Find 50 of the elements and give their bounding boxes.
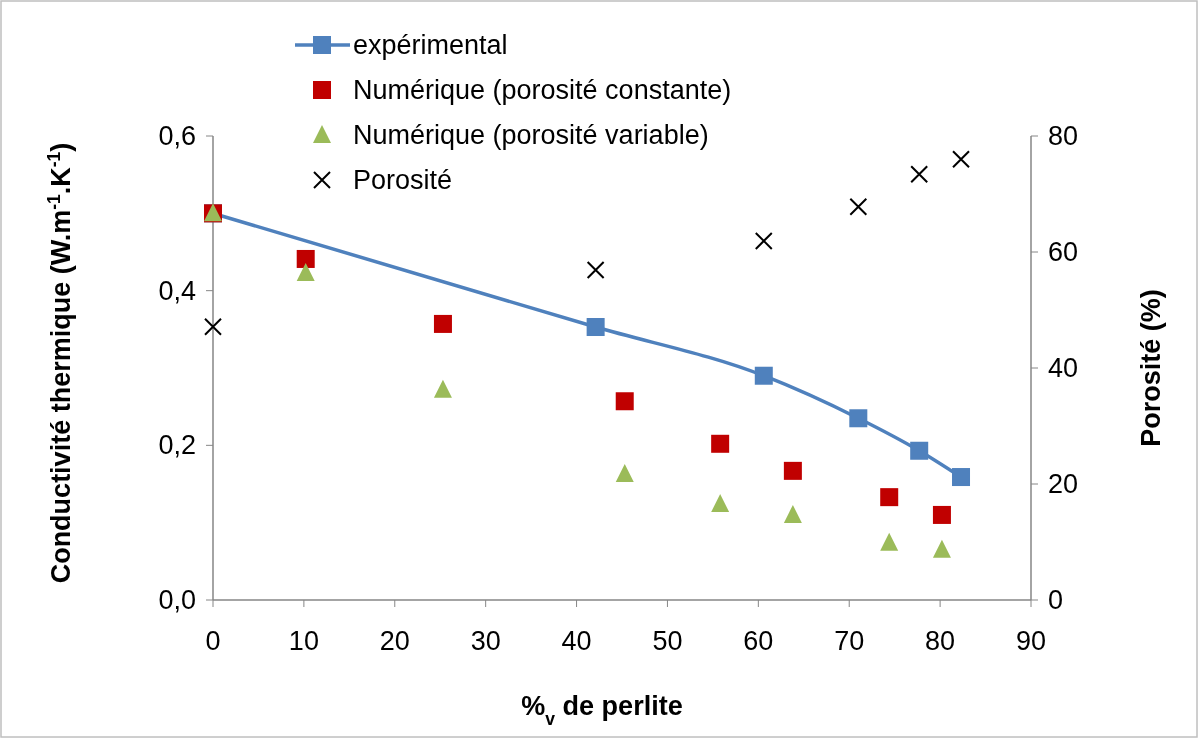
point [711, 434, 730, 453]
point [880, 488, 899, 507]
point [711, 494, 730, 513]
x-tick-label: 40 [561, 626, 592, 656]
point [849, 197, 868, 216]
legend-label: Numérique (porosité constante) [353, 75, 732, 105]
point [952, 468, 971, 487]
y2-tick-label: 60 [1048, 237, 1079, 267]
legend-label: Numérique (porosité variable) [353, 120, 709, 150]
x-axis-title: %$_{v}$ de perlite [521, 691, 683, 729]
point [783, 504, 802, 523]
point [586, 260, 605, 279]
x-tick-label: 80 [925, 626, 956, 656]
point [932, 539, 951, 558]
point [910, 441, 929, 460]
y-tick-label: 0,6 [158, 121, 196, 151]
y2-tick-label: 80 [1048, 121, 1079, 151]
x-tick-label: 20 [379, 626, 410, 656]
point [910, 165, 929, 184]
point [615, 463, 634, 482]
x-tick-label: 10 [288, 626, 319, 656]
point [932, 505, 951, 524]
legend-label: Porosité [353, 165, 453, 195]
x-tick-label: 60 [743, 626, 774, 656]
point [849, 409, 868, 428]
point [952, 150, 971, 169]
point [783, 461, 802, 480]
x-tick-label: 0 [205, 626, 221, 656]
x-tick-label: 70 [834, 626, 865, 656]
y-tick-label: 0,0 [158, 585, 196, 615]
legend-label: expérimental [353, 30, 508, 60]
point [586, 318, 605, 337]
y-tick-label: 0,4 [158, 275, 196, 306]
point [754, 366, 773, 385]
point [880, 532, 899, 551]
y2-axis-title: Porosité (%) [1136, 289, 1166, 447]
x-tick-label: 90 [1015, 626, 1047, 656]
x-tick-label: 50 [652, 626, 683, 656]
point [296, 249, 315, 268]
point [296, 262, 315, 281]
point [204, 317, 222, 336]
y2-tick-label: 40 [1048, 353, 1079, 383]
x-tick-label: 30 [470, 626, 501, 656]
y-tick-label: 0,2 [158, 430, 196, 461]
point [754, 231, 773, 250]
y2-tick-label: 20 [1048, 469, 1079, 499]
point [433, 379, 452, 398]
point [433, 314, 452, 333]
point [615, 392, 634, 411]
y2-tick-label: 0 [1048, 585, 1064, 615]
